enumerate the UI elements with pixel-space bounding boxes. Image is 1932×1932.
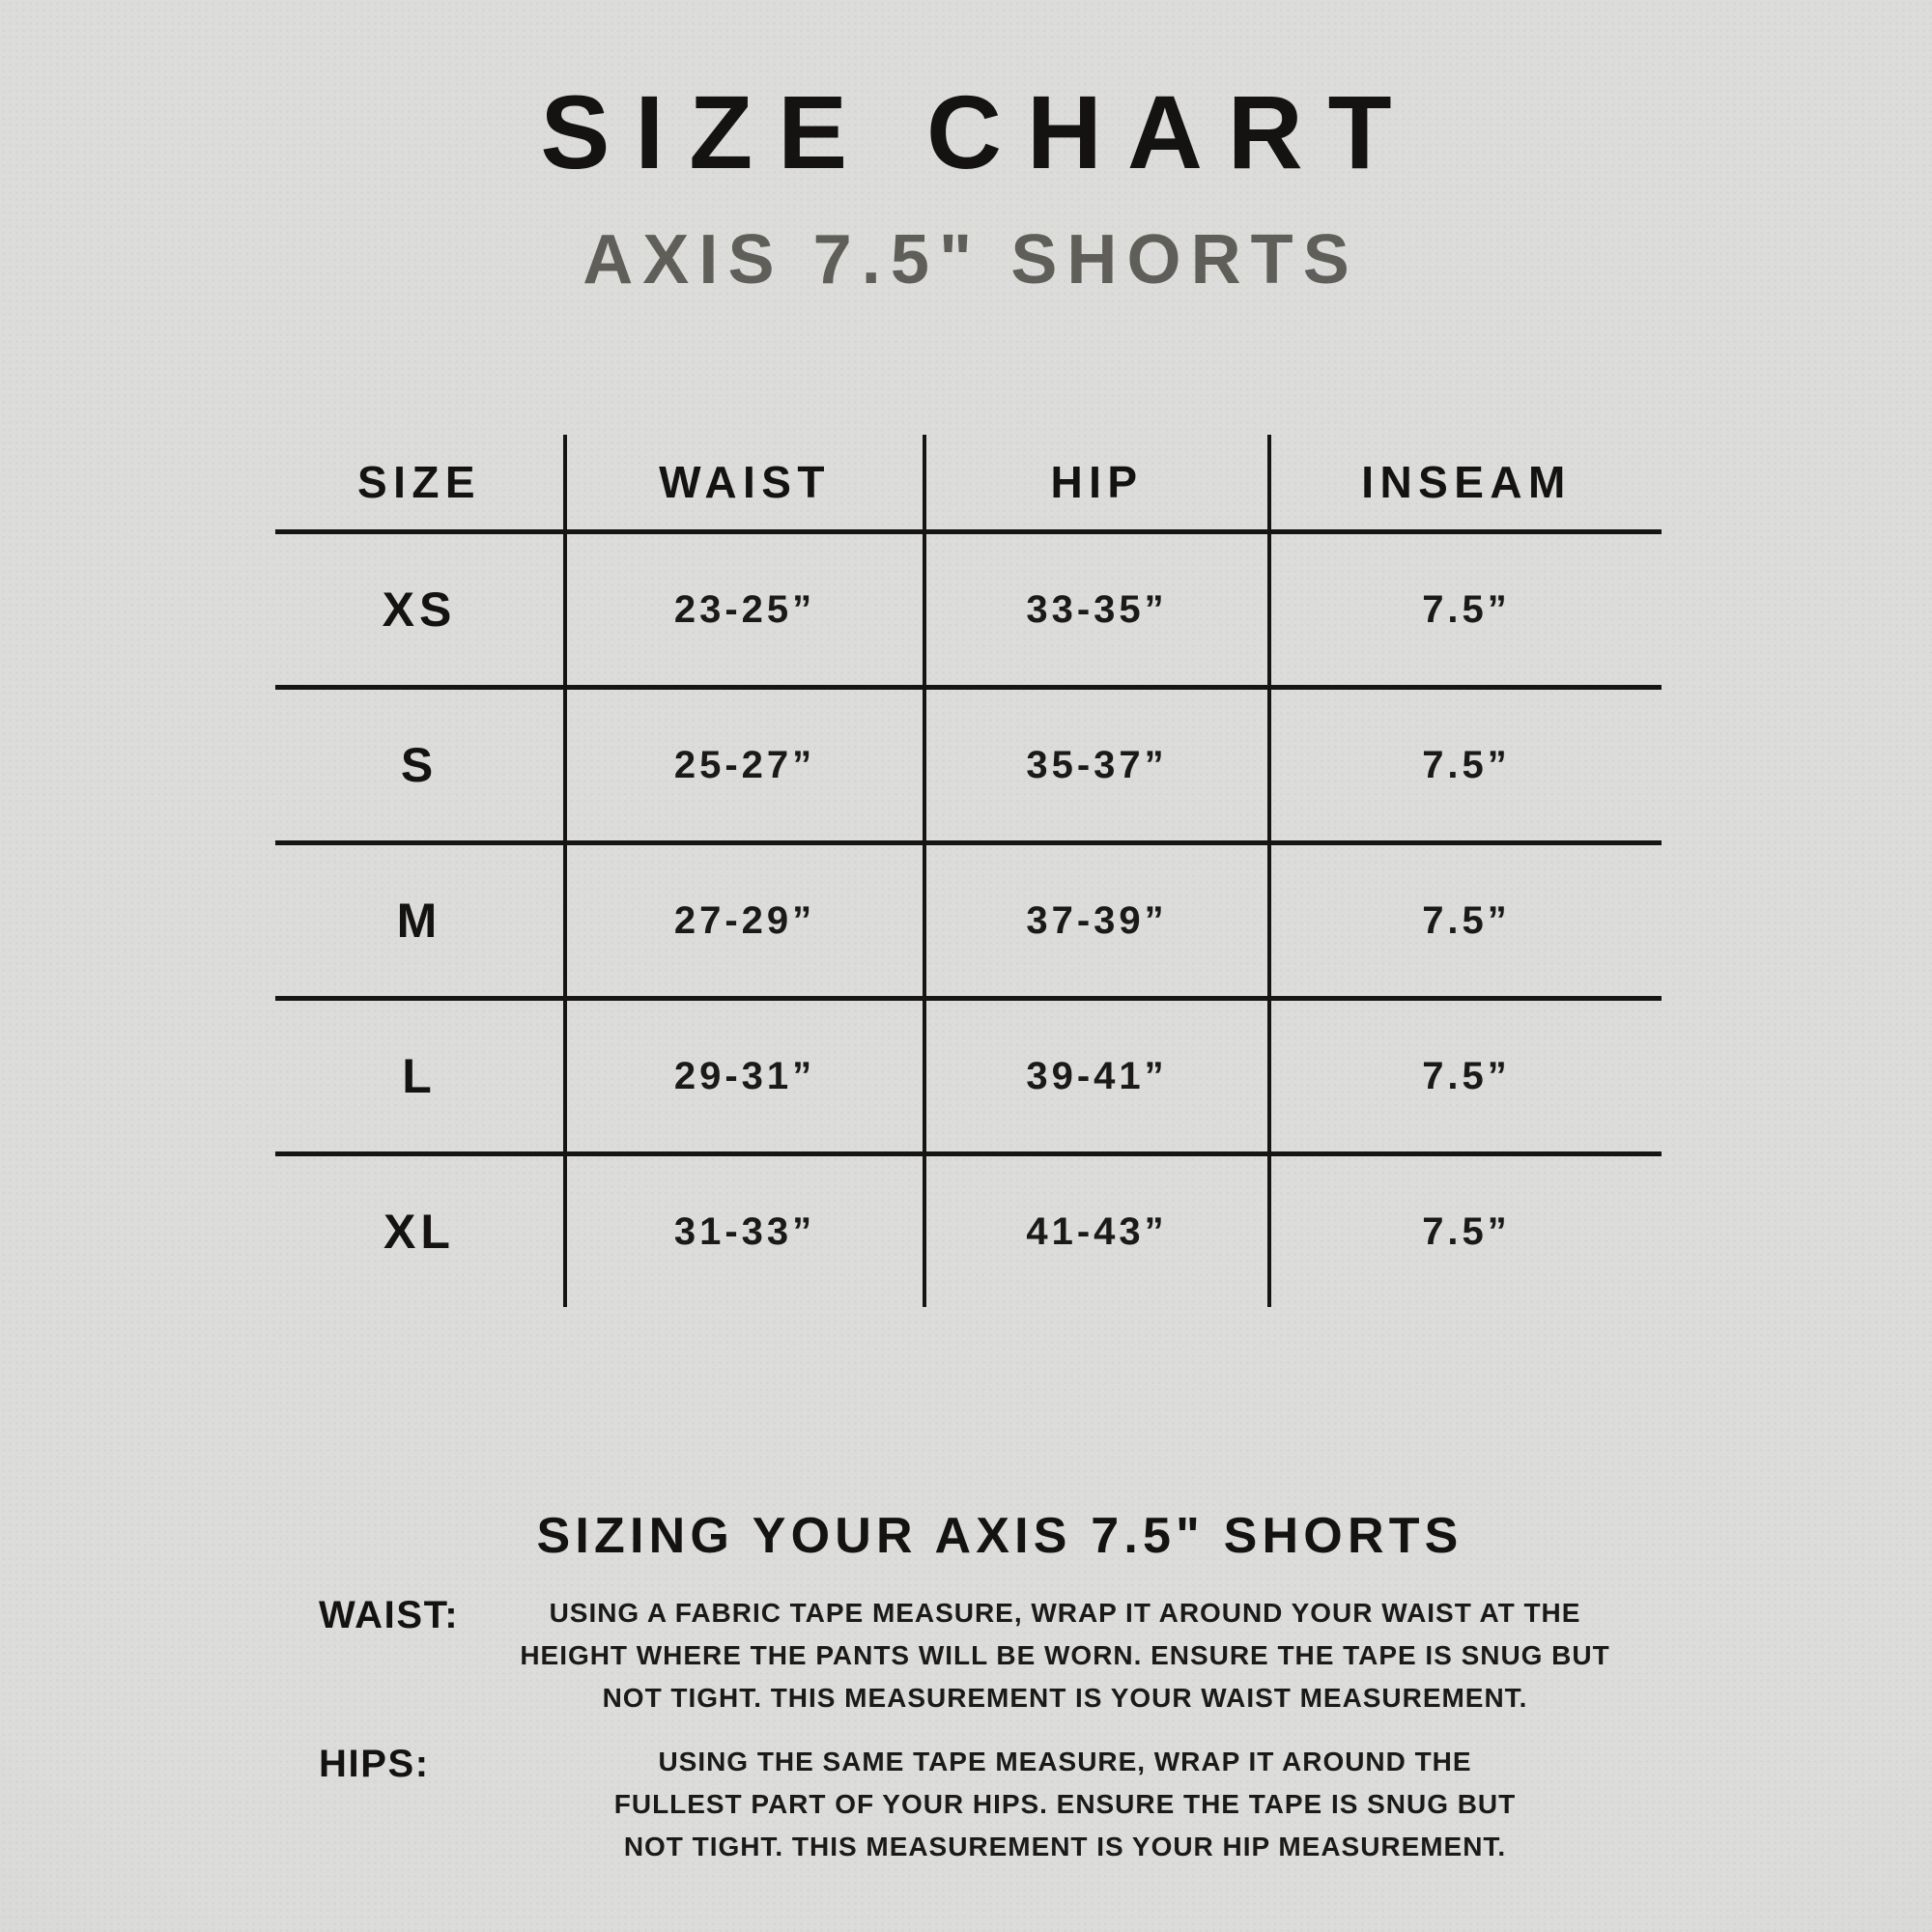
table-cell-hip: 33-35” [923,529,1267,685]
table-cell-size: S [275,685,563,840]
table-cell-inseam: 7.5” [1267,529,1662,685]
size-table: SIZE WAIST HIP INSEAM XS 23-25” 33-35” 7… [275,435,1662,1307]
instruction-line: NOT TIGHT. THIS MEASUREMENT IS YOUR WAIS… [602,1683,1528,1713]
hips-instruction-text: USING THE SAME TAPE MEASURE, WRAP IT ARO… [497,1741,1633,1868]
column-header-hip: HIP [923,435,1267,529]
sizing-guide-heading: SIZING YOUR AXIS 7.5" SHORTS [536,1508,1463,1564]
waist-instruction-row: WAIST: USING A FABRIC TAPE MEASURE, WRAP… [319,1592,1633,1719]
table-cell-inseam: 7.5” [1267,685,1662,840]
table-cell-waist: 25-27” [563,685,923,840]
hips-instruction-label: HIPS: [319,1743,430,1785]
table-cell-size: XS [275,529,563,685]
table-cell-waist: 31-33” [563,1151,923,1307]
table-cell-waist: 23-25” [563,529,923,685]
table-cell-waist: 27-29” [563,840,923,996]
instruction-line: USING THE SAME TAPE MEASURE, WRAP IT ARO… [658,1747,1472,1776]
waist-instruction-label: WAIST: [319,1594,460,1636]
table-cell-size: M [275,840,563,996]
instruction-line: HEIGHT WHERE THE PANTS WILL BE WORN. ENS… [520,1640,1610,1670]
product-subtitle: AXIS 7.5" SHORTS [582,221,1359,298]
instruction-line: USING A FABRIC TAPE MEASURE, WRAP IT ARO… [549,1598,1581,1628]
table-cell-hip: 39-41” [923,996,1267,1151]
table-cell-size: L [275,996,563,1151]
hips-instruction-row: HIPS: USING THE SAME TAPE MEASURE, WRAP … [319,1741,1633,1868]
column-header-inseam: INSEAM [1267,435,1662,529]
table-cell-inseam: 7.5” [1267,840,1662,996]
instruction-line: FULLEST PART OF YOUR HIPS. ENSURE THE TA… [613,1789,1517,1819]
table-cell-hip: 37-39” [923,840,1267,996]
table-cell-inseam: 7.5” [1267,1151,1662,1307]
column-header-waist: WAIST [563,435,923,529]
table-cell-hip: 41-43” [923,1151,1267,1307]
instruction-line: NOT TIGHT. THIS MEASUREMENT IS YOUR HIP … [623,1832,1507,1861]
table-cell-size: XL [275,1151,563,1307]
table-cell-hip: 35-37” [923,685,1267,840]
table-cell-inseam: 7.5” [1267,996,1662,1151]
waist-instruction-text: USING A FABRIC TAPE MEASURE, WRAP IT ARO… [497,1592,1633,1719]
page-title: SIZE CHART [540,73,1417,190]
sizing-guide: SIZING YOUR AXIS 7.5" SHORTS WAIST: USIN… [319,1507,1633,1868]
column-header-size: SIZE [356,457,481,507]
table-cell-waist: 29-31” [563,996,923,1151]
